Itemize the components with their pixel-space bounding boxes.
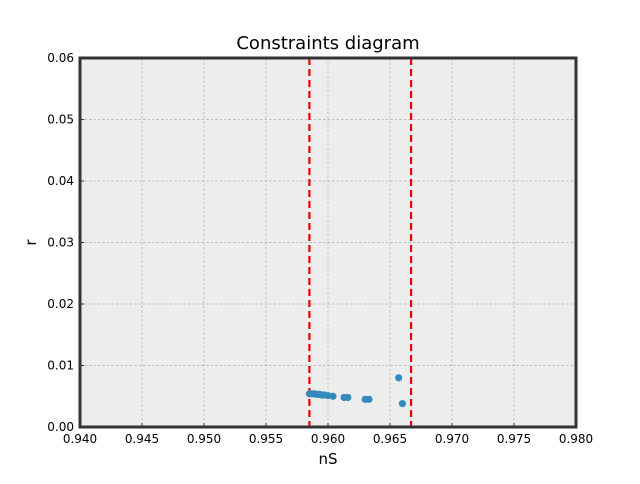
x-tick-label: 0.960 (311, 432, 345, 446)
x-tick-label: 0.980 (559, 432, 593, 446)
x-axis-ticks: 0.940 0.945 0.950 0.955 0.960 0.965 0.970 0.975… (63, 423, 593, 446)
x-tick-label: 0.955 (249, 432, 283, 446)
y-tick-label: 0.00 (47, 420, 74, 434)
x-tick-label: 0.940 (63, 432, 97, 446)
y-tick-label: 0.04 (47, 174, 74, 188)
y-tick-label: 0.03 (47, 236, 74, 250)
data-point (398, 400, 406, 408)
data-point (329, 392, 337, 400)
y-tick-label: 0.01 (47, 359, 74, 373)
data-point (365, 395, 373, 403)
x-axis-label: nS (318, 450, 337, 468)
y-axis-ticks: 0.00 0.01 0.02 0.03 0.04 0.05 0.06 (47, 51, 84, 434)
constraint-lines (308, 58, 413, 427)
x-tick-label: 0.975 (497, 432, 531, 446)
x-tick-label: 0.965 (373, 432, 407, 446)
x-tick-label: 0.970 (435, 432, 469, 446)
x-tick-label: 0.950 (187, 432, 221, 446)
data-points (305, 374, 406, 408)
y-tick-label: 0.05 (47, 113, 74, 127)
chart-title: Constraints diagram (236, 33, 419, 54)
data-point (395, 374, 403, 382)
x-tick-label: 0.945 (125, 432, 159, 446)
y-tick-label: 0.06 (47, 51, 74, 65)
data-point (344, 393, 352, 402)
y-tick-label: 0.02 (47, 297, 74, 311)
y-axis-label: r (22, 239, 40, 246)
